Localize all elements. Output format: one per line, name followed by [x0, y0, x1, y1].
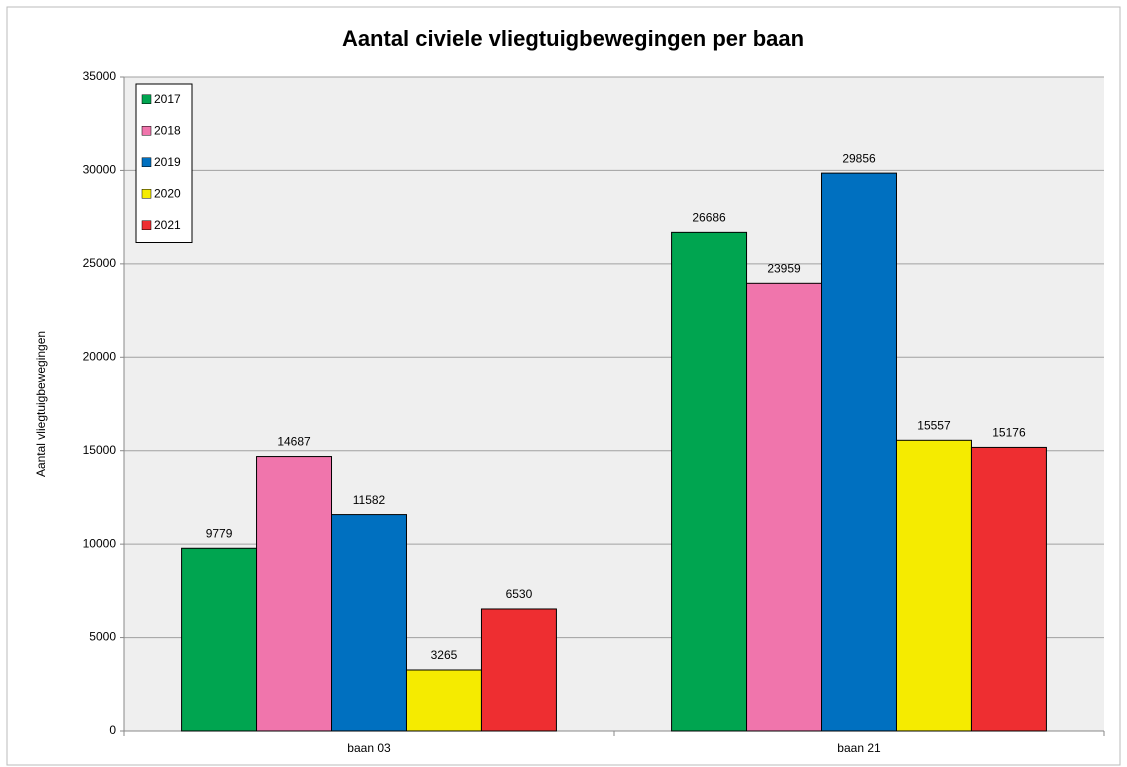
chart-title: Aantal civiele vliegtuigbewegingen per b…: [342, 26, 804, 51]
y-tick-label: 15000: [83, 443, 117, 457]
bar: [671, 231, 748, 732]
y-tick-label: 30000: [83, 163, 117, 177]
bar: [256, 456, 333, 732]
legend-label: 2021: [154, 218, 181, 232]
data-label: 15176: [992, 426, 1026, 440]
bar: [480, 608, 557, 732]
y-tick-label: 10000: [83, 536, 117, 550]
bar: [895, 439, 972, 732]
x-tick-label: baan 21: [837, 741, 881, 755]
data-label: 6530: [506, 587, 533, 601]
data-label: 26686: [692, 211, 726, 225]
data-label: 3265: [431, 648, 458, 662]
legend-swatch: [141, 157, 152, 167]
y-axis-label: Aantal vliegtuigbewegingen: [34, 331, 48, 477]
y-tick-label: 20000: [83, 349, 117, 363]
y-tick-label: 25000: [83, 256, 117, 270]
data-label: 15557: [917, 418, 951, 432]
data-label: 23959: [767, 261, 801, 275]
bar: [405, 669, 482, 732]
data-label: 14687: [277, 435, 311, 449]
legend-label: 2019: [154, 155, 181, 169]
y-tick-label: 0: [109, 723, 116, 737]
y-tick-label: 35000: [83, 69, 117, 83]
legend-label: 2017: [154, 92, 181, 106]
data-label: 11582: [353, 493, 386, 507]
legend-label: 2018: [154, 123, 181, 137]
legend-swatch: [141, 220, 152, 230]
legend-swatch: [141, 94, 152, 104]
legend-swatch: [141, 126, 152, 136]
legend-label: 2020: [154, 186, 181, 200]
data-label: 9779: [206, 526, 233, 540]
data-label: 29856: [842, 151, 876, 165]
bar: [821, 172, 897, 732]
y-tick-label: 5000: [89, 630, 116, 644]
bar: [746, 282, 823, 732]
bar: [331, 514, 407, 732]
x-tick-label: baan 03: [347, 741, 391, 755]
bar: [181, 547, 258, 732]
bar: [970, 446, 1047, 732]
legend-swatch: [141, 189, 152, 199]
